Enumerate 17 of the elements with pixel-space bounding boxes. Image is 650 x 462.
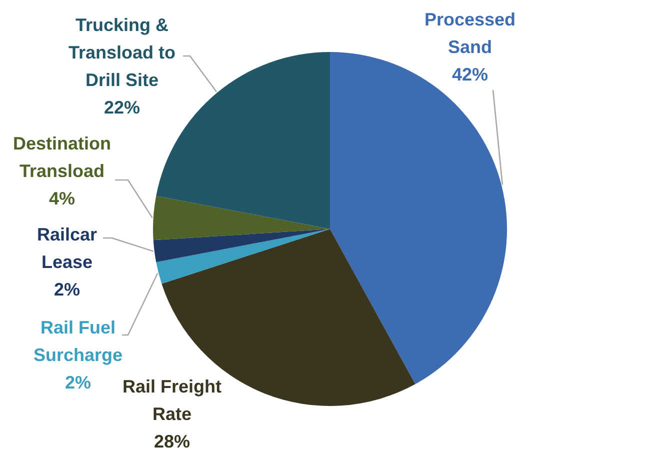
data-label: 28% — [154, 432, 190, 452]
pie-slice — [153, 196, 330, 240]
pie-slice — [162, 229, 416, 406]
pie-slice — [153, 229, 330, 262]
pie-slice — [330, 52, 507, 384]
pie-slice — [156, 229, 330, 284]
slice-label: Rail Fuel Surcharge — [33, 318, 123, 365]
data-label: 4% — [48, 188, 76, 208]
data-label: 42% — [452, 64, 488, 84]
data-label: 22% — [104, 97, 140, 118]
slice-label: Destination Transload — [12, 134, 112, 181]
slice-label: Rail Freight Rate — [122, 376, 222, 424]
slice-label: Trucking & Transload to Drill Site — [68, 14, 176, 90]
slice-label: Railcar Lease — [36, 224, 98, 272]
data-label: 2% — [54, 280, 80, 300]
slice-label: Processed Sand — [424, 10, 516, 57]
data-label: 2% — [64, 372, 92, 392]
